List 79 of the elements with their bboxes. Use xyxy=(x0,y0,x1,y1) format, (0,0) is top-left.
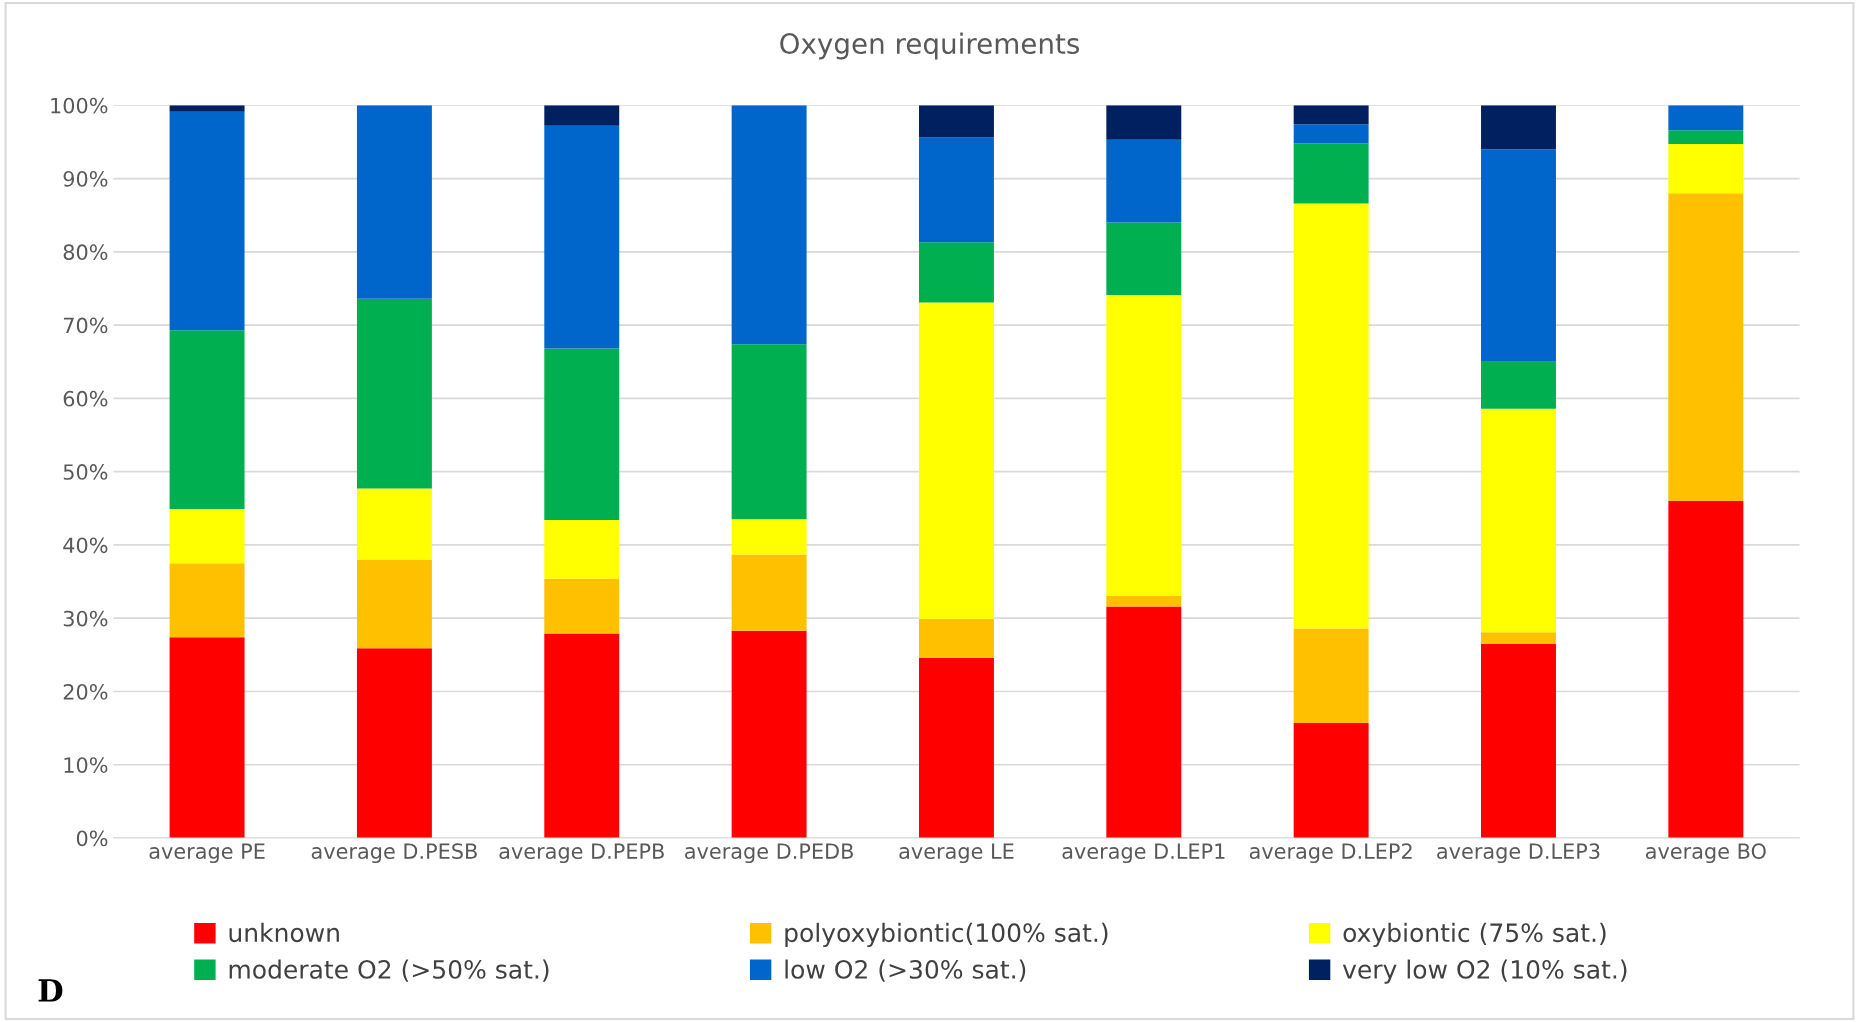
text: D xyxy=(38,979,63,1002)
bar xyxy=(1293,628,1369,723)
bar xyxy=(1668,193,1744,501)
y-tick-label: 80% xyxy=(63,244,108,261)
bar xyxy=(1293,124,1369,144)
x-tick-label: average D.LEP2 xyxy=(1249,843,1412,864)
bar xyxy=(544,578,620,634)
bar xyxy=(169,111,245,331)
x-tick-label: average D.PEPB xyxy=(499,843,664,864)
legend-label: very low O2 (10% sat.) xyxy=(1342,959,1627,984)
bar xyxy=(356,488,432,560)
x-tick-label: average D.PEDB xyxy=(685,843,853,864)
bar xyxy=(731,105,807,345)
bar xyxy=(1481,632,1556,644)
bar xyxy=(1106,606,1182,839)
bar xyxy=(731,630,807,839)
y-tick-label: 50% xyxy=(63,464,108,480)
x-tick-label: average BO xyxy=(1645,843,1766,864)
bar xyxy=(1481,105,1556,150)
y-tick-label: 30% xyxy=(63,610,108,627)
bar xyxy=(731,344,807,520)
bar xyxy=(1106,295,1182,596)
y-tick-label: 0% xyxy=(76,830,108,847)
legend-label: low O2 (>30% sat.) xyxy=(785,959,1026,982)
x-tick-label: average D.LEP1 xyxy=(1062,843,1225,864)
bar xyxy=(169,563,245,638)
bar xyxy=(1106,139,1182,223)
bar xyxy=(544,520,620,579)
bar xyxy=(356,298,432,489)
bar xyxy=(1106,595,1182,607)
bar xyxy=(1293,722,1369,839)
x-tick-label: average D.PESB xyxy=(311,843,477,864)
chart-title: Oxygen requirements xyxy=(780,32,1080,60)
bar xyxy=(1668,130,1744,145)
bar xyxy=(918,242,994,303)
bar xyxy=(731,554,807,631)
bar xyxy=(918,137,994,243)
bar xyxy=(169,330,245,510)
bar xyxy=(918,657,994,839)
y-tick-label: 60% xyxy=(63,390,108,407)
y-tick-label: 70% xyxy=(63,317,108,334)
bar xyxy=(169,105,245,112)
y-tick-label: 40% xyxy=(63,537,108,554)
bar xyxy=(1293,203,1369,629)
bar xyxy=(1668,105,1744,131)
bar xyxy=(356,559,432,649)
bar xyxy=(356,648,432,839)
legend-label: polyoxybiontic(100% sat.) xyxy=(785,922,1108,948)
bar xyxy=(169,637,245,839)
x-tick-label: average LE xyxy=(899,843,1014,864)
legend-label: oxybiontic (75% sat.) xyxy=(1343,922,1606,948)
x-tick-label: average PE xyxy=(149,843,265,864)
bar xyxy=(356,105,432,299)
bar xyxy=(544,105,620,126)
bar xyxy=(1106,222,1182,296)
bar xyxy=(1481,643,1556,839)
bar xyxy=(1481,361,1556,409)
y-tick-label: 90% xyxy=(63,171,108,187)
bar xyxy=(1106,105,1182,140)
bar xyxy=(918,618,994,658)
bar xyxy=(731,519,807,555)
y-tick-label: 10% xyxy=(64,757,108,773)
bar xyxy=(1293,105,1369,125)
bar xyxy=(169,509,245,564)
legend-label: unknown xyxy=(229,922,339,943)
bar xyxy=(1668,500,1744,839)
bar xyxy=(1293,143,1369,204)
y-tick-label: 20% xyxy=(63,683,108,700)
bar xyxy=(544,348,620,521)
legend-label: moderate O2 (>50% sat.) xyxy=(229,959,549,982)
bar xyxy=(544,125,620,349)
bar xyxy=(918,105,994,138)
bar xyxy=(1668,144,1744,194)
bar xyxy=(918,302,994,619)
y-tick-label: 100% xyxy=(51,97,108,114)
bar xyxy=(1481,408,1556,633)
x-tick-label: average D.LEP3 xyxy=(1437,843,1600,864)
bar xyxy=(1481,149,1556,362)
bar xyxy=(544,633,620,839)
